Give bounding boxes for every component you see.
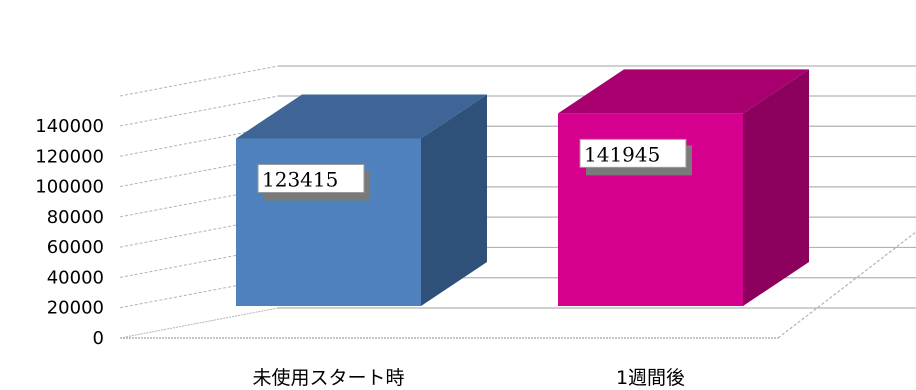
y-tick-label: 80000	[47, 207, 104, 228]
gridline-side	[119, 216, 279, 248]
gridline-side	[119, 246, 279, 278]
y-tick-label: 100000	[35, 177, 104, 198]
gridline-side	[119, 125, 279, 157]
data-label-box	[257, 164, 365, 194]
y-axis: 0 20000 40000 60000 80000 100000 120000 140000	[35, 116, 104, 349]
bars-group: 123415 141945	[236, 69, 809, 307]
gridline-side	[119, 156, 279, 188]
bar-top-face	[236, 94, 487, 139]
bar: 123415	[236, 94, 487, 307]
bar-side-face	[421, 94, 487, 307]
y-tick-label: 40000	[47, 267, 104, 288]
bar-front-face	[236, 138, 421, 306]
y-tick-label: 0	[93, 328, 104, 349]
y-tick-label: 120000	[35, 146, 104, 167]
x-axis: 未使用スタート時 1週間後	[252, 367, 685, 389]
gridline-side	[119, 186, 279, 218]
data-label: 123415	[262, 168, 338, 192]
y-tick-label: 140000	[35, 116, 104, 137]
data-label: 141945	[584, 142, 660, 166]
gridline-side	[119, 277, 279, 309]
bar: 141945	[558, 69, 809, 307]
y-tick-label: 60000	[47, 237, 104, 258]
gridline-side	[119, 65, 279, 97]
x-category-label: 未使用スタート時	[252, 367, 404, 389]
gridline-side	[119, 307, 279, 339]
x-category-label: 1週間後	[616, 367, 685, 389]
y-tick-label: 20000	[47, 298, 104, 319]
bar-side-face	[743, 69, 809, 307]
floor-right-edge	[777, 231, 916, 339]
data-label-box	[579, 138, 687, 168]
gridline-side	[119, 95, 279, 127]
bar-top-face	[558, 69, 809, 114]
